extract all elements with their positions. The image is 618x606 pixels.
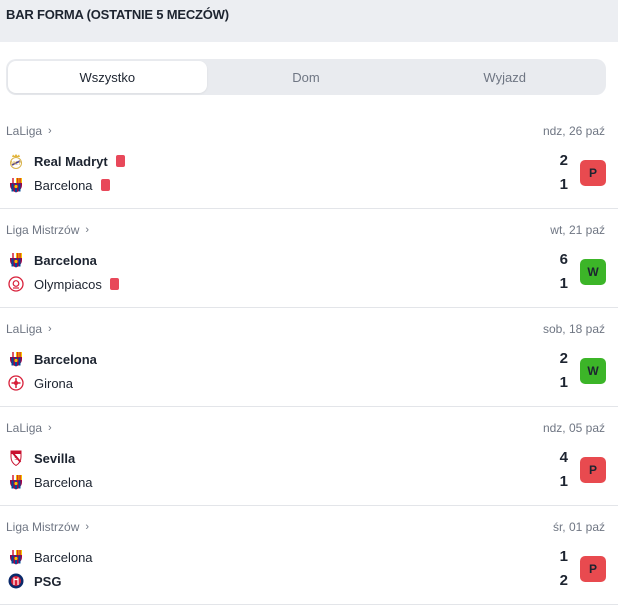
team-home: Real Madryt (8, 151, 125, 171)
match-date: śr, 01 paź (552, 520, 605, 534)
section-title: BAR FORMA (OSTATNIE 5 MECZÓW) (6, 7, 229, 22)
away-score: 1 (559, 275, 568, 292)
team-away: Olympiacos (8, 274, 119, 294)
barcelona-crest-icon (8, 177, 24, 193)
match-row[interactable]: LaLiga › ndz, 05 paź Sevilla Barcelona 4 (0, 407, 618, 506)
barcelona-crest-icon (8, 252, 24, 268)
team-name: Barcelona (34, 351, 97, 367)
chevron-right-icon: › (85, 521, 90, 533)
team-home: Barcelona (8, 547, 93, 567)
match-date: sob, 18 paź (542, 322, 605, 336)
team-name: Barcelona (34, 474, 93, 490)
league-link[interactable]: Liga Mistrzów › (6, 223, 89, 237)
team-away: Girona (8, 373, 73, 393)
league-name: LaLiga (6, 421, 43, 435)
chevron-right-icon: › (85, 224, 90, 236)
match-date: ndz, 26 paź (542, 124, 605, 138)
result-badge: P (580, 556, 606, 582)
away-score: 1 (559, 473, 568, 490)
chevron-right-icon: › (48, 422, 52, 434)
away-score: 2 (559, 572, 568, 589)
team-home: Barcelona (8, 349, 97, 369)
match-meta: Liga Mistrzów › wt, 21 paź (6, 223, 605, 239)
match-date: ndz, 05 paź (542, 421, 605, 435)
team-name: Barcelona (34, 177, 93, 193)
result-badge: P (580, 457, 606, 483)
home-score: 2 (559, 350, 568, 367)
red-card-icon (109, 278, 119, 290)
league-name: Liga Mistrzów (6, 520, 80, 534)
result-badge: W (580, 358, 606, 384)
match-row[interactable]: Liga Mistrzów › wt, 21 paź Barcelona Oly… (0, 209, 618, 308)
league-link[interactable]: LaLiga › (6, 322, 52, 336)
filter-tabs: Wszystko Dom Wyjazd (6, 59, 606, 95)
league-link[interactable]: Liga Mistrzów › (6, 520, 89, 534)
team-name: Barcelona (34, 549, 93, 565)
match-meta: LaLiga › ndz, 26 paź (6, 124, 605, 140)
barcelona-crest-icon (8, 549, 24, 565)
red-card-icon (115, 155, 125, 167)
chevron-right-icon: › (48, 323, 52, 335)
tab-all[interactable]: Wszystko (8, 61, 207, 93)
league-link[interactable]: LaLiga › (6, 421, 52, 435)
match-date: wt, 21 paź (550, 223, 605, 237)
tab-away[interactable]: Wyjazd (483, 69, 526, 85)
match-list: LaLiga › ndz, 26 paź Real Madryt Barcelo… (0, 110, 618, 605)
barcelona-crest-icon (8, 474, 24, 490)
result-badge: P (580, 160, 606, 186)
home-score: 4 (559, 449, 568, 466)
match-row[interactable]: LaLiga › sob, 18 paź Barcelona Girona 2 (0, 308, 618, 407)
red-card-icon (100, 179, 110, 191)
tab-home[interactable]: Dom (292, 69, 320, 85)
team-name: Sevilla (34, 450, 76, 466)
team-name: Olympiacos (34, 276, 102, 292)
barcelona-crest-icon (8, 351, 24, 367)
team-home: Sevilla (8, 448, 75, 468)
home-score: 1 (559, 548, 568, 565)
away-score: 1 (559, 374, 568, 391)
home-score: 2 (559, 152, 568, 169)
chevron-right-icon: › (48, 125, 52, 137)
away-score: 1 (559, 176, 568, 193)
sevilla-crest-icon (8, 450, 24, 466)
girona-crest-icon (8, 375, 24, 391)
team-away: PSG (8, 571, 61, 591)
olympiacos-crest-icon (8, 276, 24, 292)
match-meta: LaLiga › ndz, 05 paź (6, 421, 605, 437)
team-name: Barcelona (34, 252, 97, 268)
result-badge: W (580, 259, 606, 285)
league-link[interactable]: LaLiga › (6, 124, 52, 138)
section-header: BAR FORMA (OSTATNIE 5 MECZÓW) (0, 0, 618, 42)
match-meta: Liga Mistrzów › śr, 01 paź (6, 520, 605, 536)
league-name: LaLiga (6, 322, 43, 336)
home-score: 6 (559, 251, 568, 268)
psg-crest-icon (8, 573, 24, 589)
real-madrid-crest-icon (8, 153, 24, 169)
match-row[interactable]: Liga Mistrzów › śr, 01 paź Barcelona PSG… (0, 506, 618, 605)
league-name: LaLiga (6, 124, 43, 138)
team-away: Barcelona (8, 472, 93, 492)
match-row[interactable]: LaLiga › ndz, 26 paź Real Madryt Barcelo… (0, 110, 618, 209)
league-name: Liga Mistrzów (6, 223, 80, 237)
team-name: Real Madryt (34, 153, 108, 169)
match-meta: LaLiga › sob, 18 paź (6, 322, 605, 338)
team-away: Barcelona (8, 175, 110, 195)
team-home: Barcelona (8, 250, 97, 270)
team-name: PSG (34, 573, 62, 589)
team-name: Girona (34, 375, 74, 391)
